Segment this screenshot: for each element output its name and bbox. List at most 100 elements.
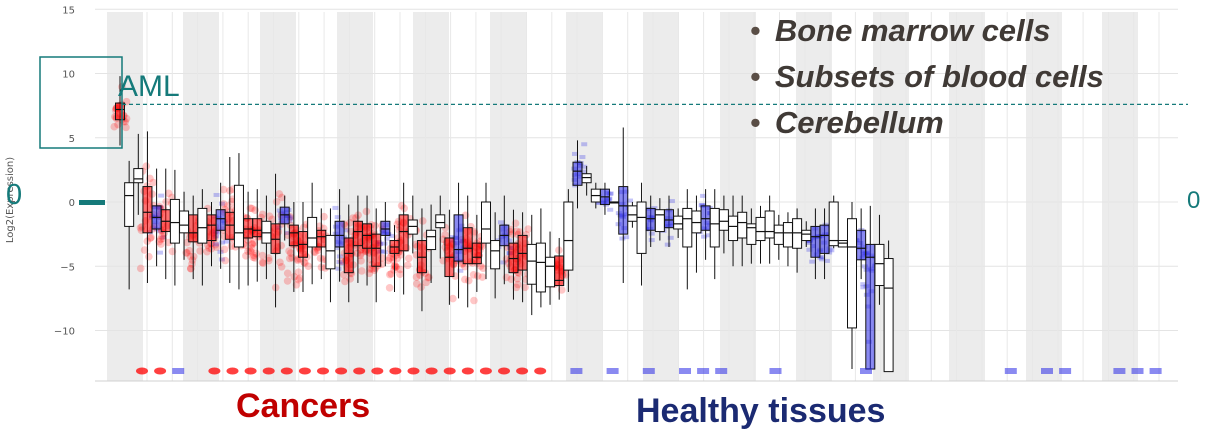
data-point — [357, 257, 365, 265]
data-point — [186, 264, 195, 273]
baseline-marker — [425, 367, 438, 375]
data-point — [385, 270, 394, 279]
data-point — [349, 214, 357, 222]
box-body — [416, 240, 427, 274]
data-point — [826, 246, 833, 251]
box — [407, 195, 418, 254]
box-body — [206, 214, 217, 242]
data-point — [213, 192, 220, 197]
data-point — [320, 212, 328, 221]
data-point — [828, 248, 835, 253]
box — [764, 195, 775, 264]
box — [142, 131, 153, 283]
data-point — [295, 274, 304, 283]
box — [581, 166, 592, 196]
box-body — [819, 224, 830, 254]
data-point — [292, 280, 301, 289]
y-tick-label: 0 — [69, 198, 75, 209]
data-point — [384, 236, 391, 241]
bullet-text: Subsets of blood cells — [774, 59, 1104, 94]
data-point — [384, 256, 393, 265]
data-point — [293, 256, 302, 265]
box-body — [179, 210, 190, 234]
box-body — [462, 227, 473, 265]
baseline-marker — [769, 368, 782, 374]
data-point — [147, 233, 155, 242]
box-body — [169, 198, 180, 244]
box-body — [682, 207, 693, 248]
data-point — [506, 238, 513, 243]
data-point — [316, 254, 325, 263]
data-point — [294, 275, 303, 284]
box — [233, 153, 244, 290]
box — [334, 189, 345, 282]
box — [645, 195, 656, 247]
data-point — [219, 200, 228, 208]
data-point — [521, 283, 529, 292]
data-point — [206, 239, 215, 248]
baseline-marker — [172, 368, 185, 374]
data-point — [333, 246, 340, 251]
data-point — [371, 221, 379, 230]
data-point — [157, 240, 165, 248]
data-point — [457, 268, 464, 273]
data-point — [664, 242, 671, 247]
data-point — [806, 239, 813, 244]
baseline-marker — [389, 367, 402, 375]
data-point — [368, 265, 376, 273]
boxes — [115, 76, 894, 373]
data-point — [248, 204, 256, 213]
box-body — [526, 243, 537, 285]
data-point — [389, 253, 398, 262]
baseline-marker — [136, 367, 148, 375]
baseline-marker — [262, 367, 275, 375]
data-point — [668, 199, 675, 204]
box — [709, 189, 720, 280]
bullet-item: • Subsets of blood cells — [750, 54, 1104, 100]
zero-label-right: 0 — [1187, 187, 1201, 214]
data-point — [579, 155, 586, 160]
baseline-marker — [371, 367, 384, 375]
data-point — [353, 249, 362, 258]
baseline-marker — [154, 367, 167, 375]
data-point — [252, 249, 261, 258]
box-body — [856, 229, 867, 261]
baseline-marker — [461, 367, 474, 375]
baseline-marker — [1041, 368, 1053, 374]
data-point — [212, 243, 221, 251]
data-point — [699, 202, 706, 207]
data-point — [284, 230, 291, 235]
baseline-marker — [443, 367, 456, 375]
data-point — [424, 273, 432, 282]
baseline-marker — [570, 368, 583, 374]
box-body — [115, 102, 125, 121]
box-body — [618, 186, 629, 235]
data-point — [146, 234, 155, 242]
box-body — [380, 220, 391, 236]
baseline-marker — [208, 367, 221, 375]
box-body — [352, 220, 363, 247]
y-tick-label: 5 — [69, 134, 75, 145]
baseline-marker — [353, 367, 366, 375]
data-point — [700, 193, 707, 198]
baseline-marker — [679, 368, 691, 374]
box-body — [243, 218, 254, 239]
baseline-marker — [226, 367, 239, 375]
box — [270, 173, 281, 308]
data-point — [272, 197, 281, 206]
baseline-marker — [317, 367, 329, 375]
data-point — [218, 257, 225, 262]
data-point — [572, 151, 579, 156]
data-point — [385, 284, 394, 292]
box-body — [700, 205, 711, 231]
box-body — [865, 243, 876, 370]
box — [773, 214, 784, 260]
box-body — [398, 214, 409, 252]
data-point — [283, 269, 292, 278]
box — [371, 208, 382, 303]
data-point — [385, 254, 394, 262]
data-point — [648, 238, 655, 243]
data-point — [156, 235, 165, 244]
box-body — [746, 223, 757, 245]
data-point — [247, 247, 255, 256]
